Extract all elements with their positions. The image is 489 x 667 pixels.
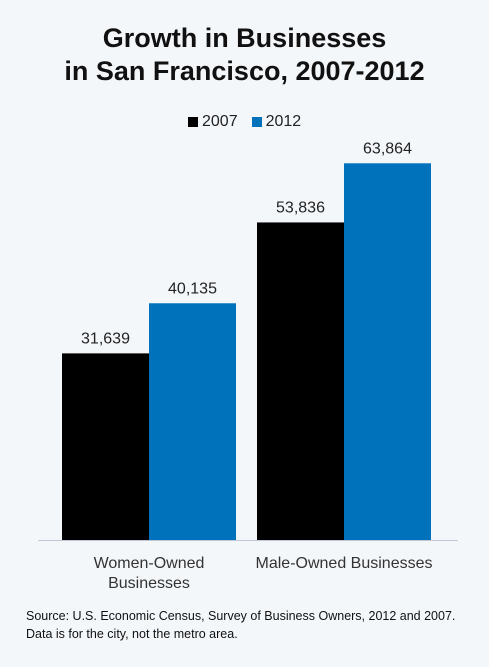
- source-note: Source: U.S. Economic Census, Survey of …: [26, 609, 456, 641]
- chart-title-line-1: Growth in Businesses: [102, 23, 387, 53]
- legend-item-2007: 2007: [188, 113, 238, 131]
- data-label-2007-male: 53,836: [276, 199, 325, 216]
- bar-2012-male: [344, 163, 431, 540]
- legend-label-2007: 2007: [202, 113, 238, 130]
- data-label-2007-women: 31,639: [81, 330, 130, 347]
- category-label-male: Male-Owned Businesses: [256, 555, 433, 572]
- legend: 2007 2012: [188, 113, 309, 131]
- bar-2007-male: [257, 222, 344, 540]
- legend-label-2012: 2012: [265, 113, 302, 130]
- chart-title: Growth in Businesses in San Francisco, 2…: [0, 22, 489, 88]
- category-label-women: Businesses: [108, 575, 190, 592]
- legend-swatch-2007: [188, 117, 198, 127]
- legend-swatch-2012: [251, 117, 262, 127]
- data-label-2012-male: 63,864: [363, 140, 412, 157]
- bar-2012-women: [149, 303, 236, 540]
- data-label-2012-women: 40,135: [168, 280, 217, 297]
- legend-item-2012: 2012: [251, 113, 302, 131]
- category-label-women: Women-Owned: [94, 555, 205, 572]
- bar-2007-women: [62, 353, 149, 540]
- chart-title-line-2: in San Francisco, 2007-2012: [64, 56, 425, 86]
